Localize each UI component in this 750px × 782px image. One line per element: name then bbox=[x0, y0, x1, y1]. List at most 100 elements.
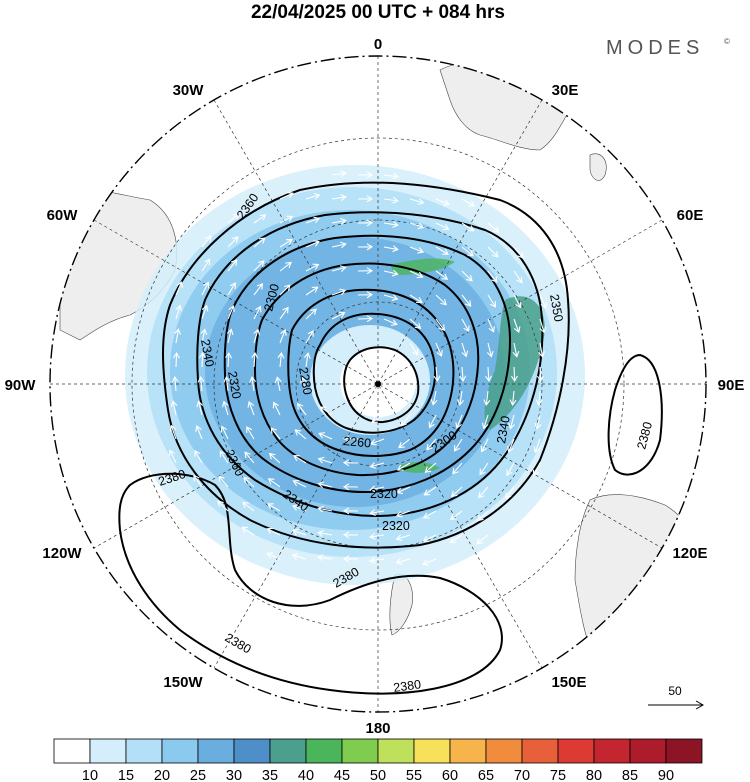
copyright-mark: © bbox=[724, 37, 730, 46]
wind-arrow bbox=[253, 237, 266, 248]
wind-arrow bbox=[396, 486, 411, 494]
wind-arrow bbox=[195, 425, 203, 440]
wind-arrow bbox=[272, 401, 281, 416]
wind-arrow bbox=[533, 438, 541, 454]
colorbar-swatch bbox=[665, 738, 703, 764]
wind-arrow bbox=[435, 246, 449, 255]
wind-arrow bbox=[369, 532, 385, 540]
colorbar-swatch bbox=[233, 738, 271, 764]
colorbar-swatch bbox=[125, 738, 163, 764]
wind-speed-shading bbox=[125, 165, 585, 585]
wind-arrow bbox=[266, 527, 281, 536]
wind-arrow bbox=[409, 342, 419, 356]
wind-arrow bbox=[507, 438, 515, 453]
wind-arrow bbox=[486, 342, 494, 358]
wind-arrow bbox=[506, 462, 515, 477]
wind-arrow bbox=[455, 414, 463, 430]
wind-arrow bbox=[422, 510, 437, 519]
wind-arrow bbox=[317, 529, 333, 537]
colorbar: 10 15 20 25 30 35 40 45 50 55 60 65 70 75 80 85 90 bbox=[53, 738, 703, 782]
lon-label-30w: 30W bbox=[173, 82, 205, 99]
wind-arrow bbox=[513, 318, 521, 334]
wind-arrow bbox=[193, 474, 203, 488]
lon-label-90w: 90W bbox=[5, 377, 37, 394]
colorbar-swatch bbox=[53, 738, 91, 764]
wind-arrow bbox=[461, 318, 470, 333]
wind-arrow bbox=[303, 352, 311, 368]
contour-2260 bbox=[312, 312, 437, 434]
longitude-labels: 0 30W 30E 60W 60E 90W 90E 120W 120E 150W… bbox=[5, 36, 745, 737]
wind-arrow bbox=[174, 328, 182, 344]
contour-label: 2260 bbox=[343, 434, 372, 450]
wind-arrow bbox=[221, 400, 229, 416]
wind-arrow bbox=[487, 294, 496, 308]
wind-arrow bbox=[357, 243, 374, 251]
wind-arrow bbox=[485, 366, 493, 383]
wind-arrow bbox=[277, 352, 285, 368]
wind-arrow bbox=[357, 195, 374, 203]
wind-arrow bbox=[317, 456, 333, 464]
wind-arrow bbox=[305, 263, 320, 272]
wind-arrow bbox=[357, 267, 374, 275]
wind-arrow bbox=[487, 246, 499, 258]
wind-arrow bbox=[331, 311, 346, 320]
wind-arrow bbox=[227, 282, 236, 296]
colorbar-swatch bbox=[593, 738, 631, 764]
wind-arrow bbox=[317, 554, 333, 562]
wind-arrow bbox=[201, 235, 212, 248]
wind-arrow bbox=[433, 366, 441, 382]
wind-arrow bbox=[201, 258, 211, 272]
contour-2300 bbox=[253, 262, 480, 477]
wind-arrow bbox=[227, 305, 235, 320]
wind-arrow bbox=[305, 286, 319, 296]
wind-arrow bbox=[317, 481, 333, 489]
wind-arrow bbox=[292, 479, 307, 488]
wind-arrow bbox=[435, 318, 445, 332]
wind-arrow bbox=[539, 318, 547, 334]
contour-label: 2350 bbox=[547, 293, 566, 323]
land-madagascar bbox=[589, 153, 607, 181]
graticule bbox=[50, 56, 706, 712]
wind-arrow bbox=[267, 478, 281, 488]
lon-label-150w: 150W bbox=[163, 674, 203, 691]
wind-arrow bbox=[481, 414, 489, 430]
land-new-zealand bbox=[389, 573, 413, 636]
wind-arrow bbox=[319, 406, 333, 416]
wind-arrow bbox=[253, 328, 261, 344]
wind-arrow bbox=[223, 376, 231, 392]
wind-arrow bbox=[513, 270, 523, 284]
map-border bbox=[49, 55, 707, 713]
wind-arrow bbox=[450, 486, 463, 498]
colorbar-swatch bbox=[197, 738, 235, 764]
wind-arrow bbox=[423, 486, 437, 496]
contour-label: 2380 bbox=[392, 677, 422, 695]
wind-arrow bbox=[428, 414, 437, 429]
wind-arrow bbox=[459, 366, 467, 383]
lon-label-120e: 120E bbox=[672, 545, 707, 562]
colorbar-swatch bbox=[413, 738, 451, 764]
wind-arrow bbox=[305, 192, 321, 200]
wind-arrow bbox=[452, 462, 463, 475]
wind-arrow bbox=[268, 452, 281, 464]
wind-arrow bbox=[457, 390, 464, 406]
wind-arrow bbox=[318, 432, 333, 440]
wind-arrow bbox=[535, 390, 543, 407]
wind-arrow bbox=[383, 318, 398, 326]
wind-arrow bbox=[342, 435, 359, 443]
chart-title: 22/04/2025 00 UTC + 084 hrs bbox=[251, 2, 505, 23]
wind-arrow bbox=[487, 270, 498, 283]
wind-arrow bbox=[201, 281, 210, 296]
wind-arrow bbox=[175, 304, 183, 320]
wind-arrow bbox=[279, 284, 291, 296]
wind-arrow bbox=[253, 305, 262, 320]
colorbar-tick-label: 25 bbox=[190, 768, 206, 782]
wind-arrow bbox=[369, 438, 385, 446]
wind-arrow bbox=[435, 198, 450, 206]
wind-arrow bbox=[279, 261, 292, 272]
wind-arrow bbox=[430, 390, 438, 406]
wind-arrow bbox=[409, 246, 425, 254]
contour-2380-outer bbox=[118, 472, 503, 695]
wind-arrow bbox=[200, 328, 208, 344]
lon-label-150e: 150E bbox=[551, 674, 586, 691]
wind-arrow bbox=[279, 329, 287, 344]
